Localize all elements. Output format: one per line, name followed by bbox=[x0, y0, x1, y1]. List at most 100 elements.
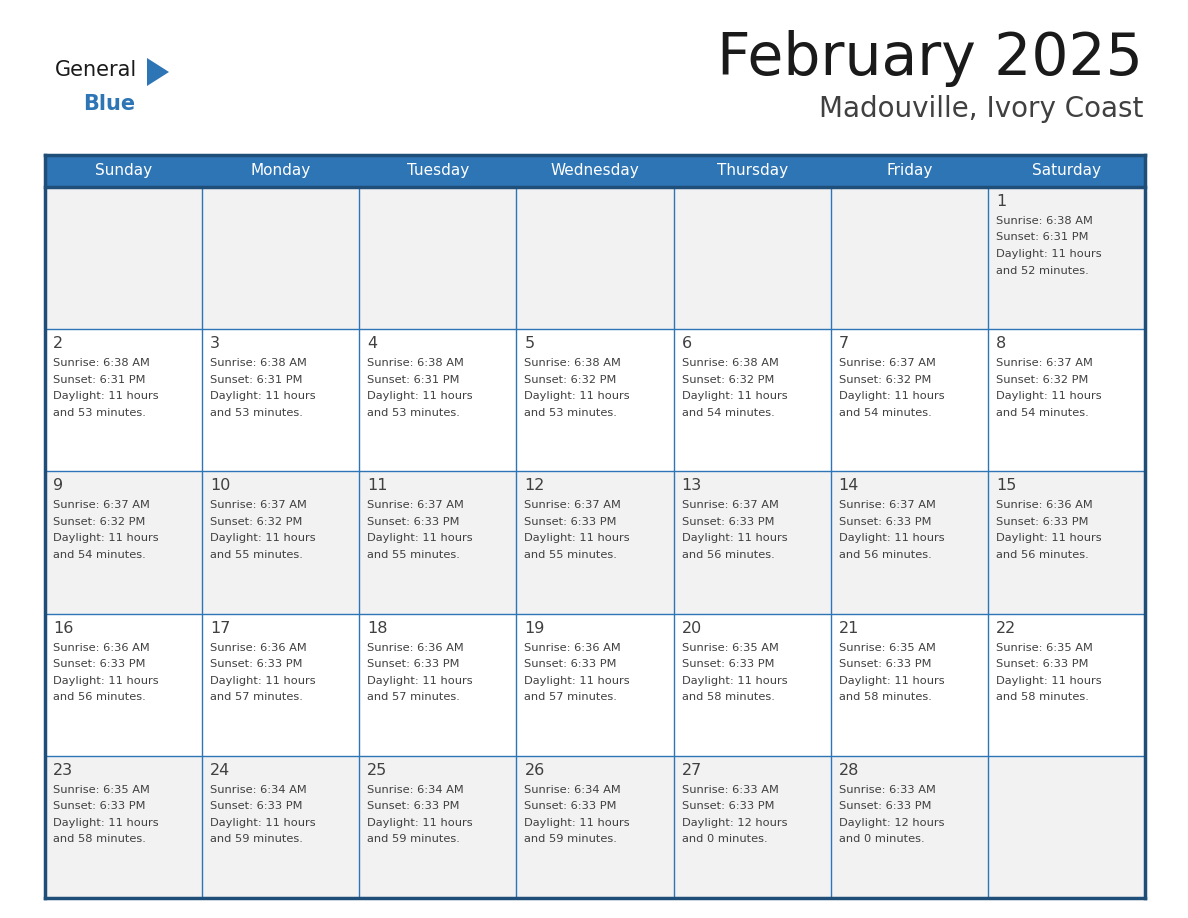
Text: Sunset: 6:33 PM: Sunset: 6:33 PM bbox=[839, 517, 931, 527]
Text: Thursday: Thursday bbox=[716, 163, 788, 178]
Bar bbox=[45, 187, 202, 330]
Bar bbox=[202, 613, 359, 756]
Text: Daylight: 11 hours: Daylight: 11 hours bbox=[53, 533, 159, 543]
Text: Sunrise: 6:38 AM: Sunrise: 6:38 AM bbox=[367, 358, 465, 368]
Text: Monday: Monday bbox=[251, 163, 311, 178]
Text: Daylight: 11 hours: Daylight: 11 hours bbox=[839, 533, 944, 543]
Text: 4: 4 bbox=[367, 336, 378, 352]
Text: 3: 3 bbox=[210, 336, 220, 352]
Text: Wednesday: Wednesday bbox=[550, 163, 639, 178]
Text: Sunset: 6:31 PM: Sunset: 6:31 PM bbox=[210, 375, 303, 385]
Text: Sunset: 6:32 PM: Sunset: 6:32 PM bbox=[682, 375, 773, 385]
Bar bbox=[45, 155, 202, 187]
Text: 24: 24 bbox=[210, 763, 230, 778]
Text: Daylight: 11 hours: Daylight: 11 hours bbox=[210, 676, 316, 686]
Bar bbox=[988, 155, 1145, 187]
Polygon shape bbox=[147, 58, 169, 86]
Bar bbox=[674, 330, 830, 472]
Text: Daylight: 11 hours: Daylight: 11 hours bbox=[53, 818, 159, 828]
Text: 10: 10 bbox=[210, 478, 230, 493]
Bar bbox=[988, 330, 1145, 472]
Text: and 56 minutes.: and 56 minutes. bbox=[839, 550, 931, 560]
Text: and 59 minutes.: and 59 minutes. bbox=[367, 834, 460, 845]
Bar bbox=[359, 613, 517, 756]
Text: 15: 15 bbox=[996, 478, 1016, 493]
Bar bbox=[359, 330, 517, 472]
Text: 12: 12 bbox=[524, 478, 545, 493]
Text: Sunset: 6:33 PM: Sunset: 6:33 PM bbox=[682, 801, 775, 812]
Text: Sunrise: 6:36 AM: Sunrise: 6:36 AM bbox=[53, 643, 150, 653]
Bar bbox=[517, 613, 674, 756]
Bar bbox=[45, 472, 202, 613]
Text: and 54 minutes.: and 54 minutes. bbox=[682, 408, 775, 418]
Text: Sunrise: 6:38 AM: Sunrise: 6:38 AM bbox=[682, 358, 778, 368]
Text: Daylight: 11 hours: Daylight: 11 hours bbox=[839, 676, 944, 686]
Text: and 54 minutes.: and 54 minutes. bbox=[839, 408, 931, 418]
Text: Daylight: 11 hours: Daylight: 11 hours bbox=[682, 676, 788, 686]
Bar bbox=[202, 155, 359, 187]
Text: Sunrise: 6:38 AM: Sunrise: 6:38 AM bbox=[524, 358, 621, 368]
Text: 23: 23 bbox=[53, 763, 74, 778]
Text: and 53 minutes.: and 53 minutes. bbox=[210, 408, 303, 418]
Bar bbox=[988, 187, 1145, 330]
Text: Tuesday: Tuesday bbox=[406, 163, 469, 178]
Text: Sunset: 6:33 PM: Sunset: 6:33 PM bbox=[367, 659, 460, 669]
Text: 17: 17 bbox=[210, 621, 230, 635]
Text: Sunset: 6:32 PM: Sunset: 6:32 PM bbox=[210, 517, 303, 527]
Bar bbox=[674, 613, 830, 756]
Text: 14: 14 bbox=[839, 478, 859, 493]
Text: and 53 minutes.: and 53 minutes. bbox=[53, 408, 146, 418]
Text: Daylight: 11 hours: Daylight: 11 hours bbox=[53, 391, 159, 401]
Text: and 58 minutes.: and 58 minutes. bbox=[53, 834, 146, 845]
Text: Sunset: 6:33 PM: Sunset: 6:33 PM bbox=[524, 517, 617, 527]
Text: 2: 2 bbox=[53, 336, 63, 352]
Text: Daylight: 11 hours: Daylight: 11 hours bbox=[367, 818, 473, 828]
Bar bbox=[674, 472, 830, 613]
Text: Blue: Blue bbox=[83, 94, 135, 114]
Text: Sunrise: 6:37 AM: Sunrise: 6:37 AM bbox=[682, 500, 778, 510]
Bar bbox=[830, 187, 988, 330]
Bar bbox=[517, 756, 674, 898]
Text: Daylight: 11 hours: Daylight: 11 hours bbox=[210, 391, 316, 401]
Text: Daylight: 11 hours: Daylight: 11 hours bbox=[210, 533, 316, 543]
Bar bbox=[830, 472, 988, 613]
Text: Daylight: 12 hours: Daylight: 12 hours bbox=[682, 818, 788, 828]
Text: and 55 minutes.: and 55 minutes. bbox=[524, 550, 618, 560]
Text: 19: 19 bbox=[524, 621, 545, 635]
Text: and 54 minutes.: and 54 minutes. bbox=[996, 408, 1088, 418]
Text: Sunrise: 6:37 AM: Sunrise: 6:37 AM bbox=[839, 358, 936, 368]
Text: Sunrise: 6:37 AM: Sunrise: 6:37 AM bbox=[996, 358, 1093, 368]
Text: 8: 8 bbox=[996, 336, 1006, 352]
Bar bbox=[45, 330, 202, 472]
Text: Sunrise: 6:37 AM: Sunrise: 6:37 AM bbox=[53, 500, 150, 510]
Text: Sunset: 6:33 PM: Sunset: 6:33 PM bbox=[524, 659, 617, 669]
Text: Daylight: 11 hours: Daylight: 11 hours bbox=[839, 391, 944, 401]
Text: Madouville, Ivory Coast: Madouville, Ivory Coast bbox=[819, 95, 1143, 123]
Text: and 56 minutes.: and 56 minutes. bbox=[53, 692, 146, 702]
Text: Daylight: 11 hours: Daylight: 11 hours bbox=[53, 676, 159, 686]
Text: Sunrise: 6:35 AM: Sunrise: 6:35 AM bbox=[682, 643, 778, 653]
Text: Sunrise: 6:33 AM: Sunrise: 6:33 AM bbox=[682, 785, 778, 795]
Bar bbox=[830, 756, 988, 898]
Text: Daylight: 11 hours: Daylight: 11 hours bbox=[996, 533, 1101, 543]
Text: and 59 minutes.: and 59 minutes. bbox=[524, 834, 618, 845]
Text: Sunday: Sunday bbox=[95, 163, 152, 178]
Text: Sunset: 6:33 PM: Sunset: 6:33 PM bbox=[524, 801, 617, 812]
Text: 9: 9 bbox=[53, 478, 63, 493]
Text: Sunset: 6:31 PM: Sunset: 6:31 PM bbox=[996, 232, 1088, 242]
Text: Daylight: 11 hours: Daylight: 11 hours bbox=[996, 249, 1101, 259]
Text: Sunset: 6:32 PM: Sunset: 6:32 PM bbox=[996, 375, 1088, 385]
Text: Sunset: 6:31 PM: Sunset: 6:31 PM bbox=[53, 375, 145, 385]
Text: Sunset: 6:33 PM: Sunset: 6:33 PM bbox=[367, 517, 460, 527]
Text: 20: 20 bbox=[682, 621, 702, 635]
Text: 1: 1 bbox=[996, 194, 1006, 209]
Text: Sunrise: 6:34 AM: Sunrise: 6:34 AM bbox=[210, 785, 307, 795]
Text: February 2025: February 2025 bbox=[718, 30, 1143, 87]
Text: Sunset: 6:31 PM: Sunset: 6:31 PM bbox=[367, 375, 460, 385]
Text: Sunset: 6:32 PM: Sunset: 6:32 PM bbox=[53, 517, 145, 527]
Text: Sunset: 6:33 PM: Sunset: 6:33 PM bbox=[210, 659, 303, 669]
Bar bbox=[359, 756, 517, 898]
Bar bbox=[202, 187, 359, 330]
Text: and 57 minutes.: and 57 minutes. bbox=[367, 692, 460, 702]
Text: Sunrise: 6:36 AM: Sunrise: 6:36 AM bbox=[524, 643, 621, 653]
